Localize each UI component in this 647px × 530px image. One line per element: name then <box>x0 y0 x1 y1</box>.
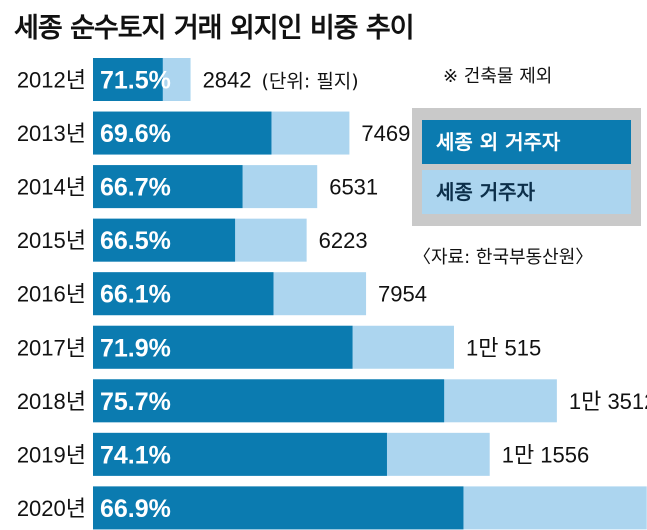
bar-outside <box>93 325 353 369</box>
year-label: 2020년 <box>17 496 86 521</box>
legend-item-resident: 세종 거주자 <box>422 170 631 214</box>
year-label: 2018년 <box>17 389 86 414</box>
legend-note: ※ 건축물 제외 <box>443 66 553 87</box>
chart-title: 세종 순수토지 거래 외지인 비중 추이 <box>14 13 415 44</box>
year-label: 2015년 <box>17 228 86 253</box>
year-label: 2014년 <box>17 175 86 200</box>
legend: 세종 외 거주자 세종 거주자 <box>412 108 641 226</box>
bar-outside <box>93 218 236 262</box>
total-label: 1만 1556 <box>502 442 590 467</box>
year-label: 2019년 <box>17 442 86 467</box>
total-label: 2842 <box>203 68 252 93</box>
year-label: 2017년 <box>17 335 86 360</box>
bar-outside <box>93 272 274 316</box>
source-note: 〈자료: 한국부동산원〉 <box>413 247 594 268</box>
bar-outside <box>93 111 272 155</box>
legend-item-outside: 세종 외 거주자 <box>422 120 631 164</box>
total-label: 7469 <box>361 121 410 146</box>
share-label: 66.7% <box>100 174 171 202</box>
total-label: 1만 515 <box>466 335 541 360</box>
share-label: 74.1% <box>100 441 171 469</box>
share-label: 66.9% <box>100 495 171 523</box>
bar-outside <box>93 58 163 101</box>
bar-outside <box>93 165 243 209</box>
year-label: 2013년 <box>17 121 86 146</box>
total-label: 7954 <box>378 282 427 307</box>
share-label: 69.6% <box>100 120 171 148</box>
share-label: 66.5% <box>100 227 171 255</box>
total-label: 6531 <box>329 175 378 200</box>
bar-outside <box>93 379 445 423</box>
share-label: 71.5% <box>100 67 171 95</box>
share-label: 75.7% <box>100 388 171 416</box>
bar-outside <box>93 486 464 530</box>
total-label: 6223 <box>319 228 368 253</box>
share-label: 66.1% <box>100 281 171 309</box>
year-label: 2016년 <box>17 282 86 307</box>
year-label: 2012년 <box>17 68 86 93</box>
share-label: 71.9% <box>100 334 171 362</box>
unit-note: (단위: 필지) <box>262 71 359 93</box>
bar-outside <box>93 432 387 476</box>
